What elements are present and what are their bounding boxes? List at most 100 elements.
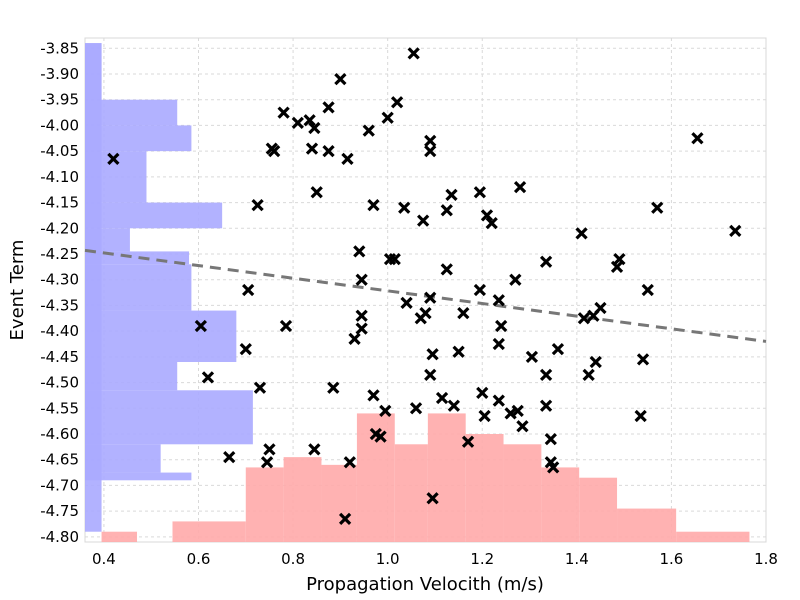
data-point (480, 209, 494, 222)
data-point (242, 283, 255, 297)
data-point (322, 101, 335, 114)
data-point (374, 430, 387, 443)
data-point (400, 296, 413, 309)
data-point (582, 368, 595, 381)
x-tick-label: 1.0 (376, 550, 400, 568)
y-tick-label: -4.30 (40, 271, 79, 289)
y-tick-label: -4.05 (40, 142, 79, 160)
data-point (691, 132, 704, 145)
y-tick-label: -4.15 (40, 194, 79, 212)
data-point (440, 263, 453, 276)
data-point (379, 404, 392, 417)
x-tick-label: 1.4 (565, 550, 589, 568)
y-histogram-bar (85, 472, 192, 481)
data-point (461, 435, 475, 448)
y-tick-label: -4.65 (40, 451, 79, 469)
y-tick-label: -3.90 (40, 65, 79, 83)
data-point (424, 134, 437, 147)
data-point (426, 492, 439, 505)
data-point (239, 343, 252, 356)
data-point (516, 420, 529, 433)
data-point (398, 201, 411, 214)
data-point (381, 111, 394, 124)
x-tick-label: 1.8 (754, 550, 778, 568)
data-point (435, 391, 449, 405)
data-point (473, 283, 487, 297)
data-point (729, 224, 742, 237)
y-tick-label: -4.10 (40, 168, 79, 186)
data-point (478, 409, 491, 423)
data-point (513, 181, 527, 194)
data-point (417, 214, 430, 227)
data-point (440, 204, 453, 217)
data-point (485, 217, 498, 230)
y-tick-label: -4.70 (40, 476, 79, 494)
y-histogram-bar (85, 43, 102, 100)
x-histogram-bar (245, 467, 284, 542)
data-point (473, 186, 487, 199)
data-point (407, 47, 420, 60)
y-histogram-bar (85, 151, 147, 203)
data-point (277, 106, 290, 119)
data-point (268, 145, 281, 158)
data-point (194, 319, 207, 333)
data-point (575, 227, 588, 240)
y-tick-label: -4.75 (40, 502, 79, 520)
data-point (525, 350, 539, 363)
data-point (355, 273, 368, 286)
data-point (424, 291, 437, 304)
y-histogram-bar (85, 202, 223, 229)
y-tick-labels: -3.85 -3.90 -3.95 -4.00 -4.05 -4.10 -4.15 -4.20… (40, 39, 79, 546)
data-point (544, 433, 557, 446)
data-point (260, 456, 274, 469)
y-tick-label: -4.25 (40, 245, 79, 263)
x-axis-title: Propagation Velocith (m/s) (306, 574, 544, 595)
y-histogram-bar (85, 444, 161, 473)
data-point (338, 512, 352, 525)
x-histogram-bar (676, 531, 750, 542)
data-point (388, 253, 401, 266)
data-point (291, 116, 304, 129)
data-point (334, 73, 347, 86)
data-point (610, 260, 624, 273)
data-point (303, 114, 316, 127)
data-point (613, 253, 626, 266)
data-point (305, 142, 319, 155)
y-axis-title: Event Term (7, 240, 28, 341)
data-point (322, 145, 335, 158)
x-histogram-bar (617, 508, 677, 542)
data-point (594, 301, 607, 315)
data-point (308, 443, 321, 456)
y-histogram-bar (85, 310, 237, 362)
data-point (492, 294, 505, 307)
data-point (251, 199, 264, 212)
x-histogram (101, 413, 750, 542)
y-histogram-bar (85, 125, 192, 152)
y-histogram-bar (85, 362, 178, 391)
y-histogram-bar (85, 251, 190, 265)
data-point (409, 402, 423, 415)
data-point (263, 443, 276, 456)
x-tick-label: 1.2 (470, 550, 494, 568)
data-point (390, 96, 404, 109)
data-point (551, 343, 565, 356)
x-histogram-bar (172, 521, 246, 542)
x-tick-labels: 0.4 0.6 0.8 1.0 1.2 1.4 1.6 1.8 (92, 550, 778, 568)
data-point (279, 319, 293, 333)
data-point (348, 332, 361, 345)
y-tick-label: -4.35 (40, 296, 79, 314)
data-point (641, 283, 654, 297)
y-tick-label: -3.85 (40, 39, 79, 57)
x-histogram-bar (427, 413, 466, 542)
data-point (223, 451, 236, 464)
x-histogram-bar (541, 467, 580, 542)
data-point (426, 348, 439, 361)
x-tick-label: 1.6 (659, 550, 683, 568)
data-point (424, 368, 437, 381)
data-point (445, 188, 458, 201)
data-point (419, 307, 432, 320)
x-tick-label: 0.6 (187, 550, 211, 568)
y-histogram-bar (85, 99, 178, 126)
y-tick-label: -4.60 (40, 425, 79, 443)
